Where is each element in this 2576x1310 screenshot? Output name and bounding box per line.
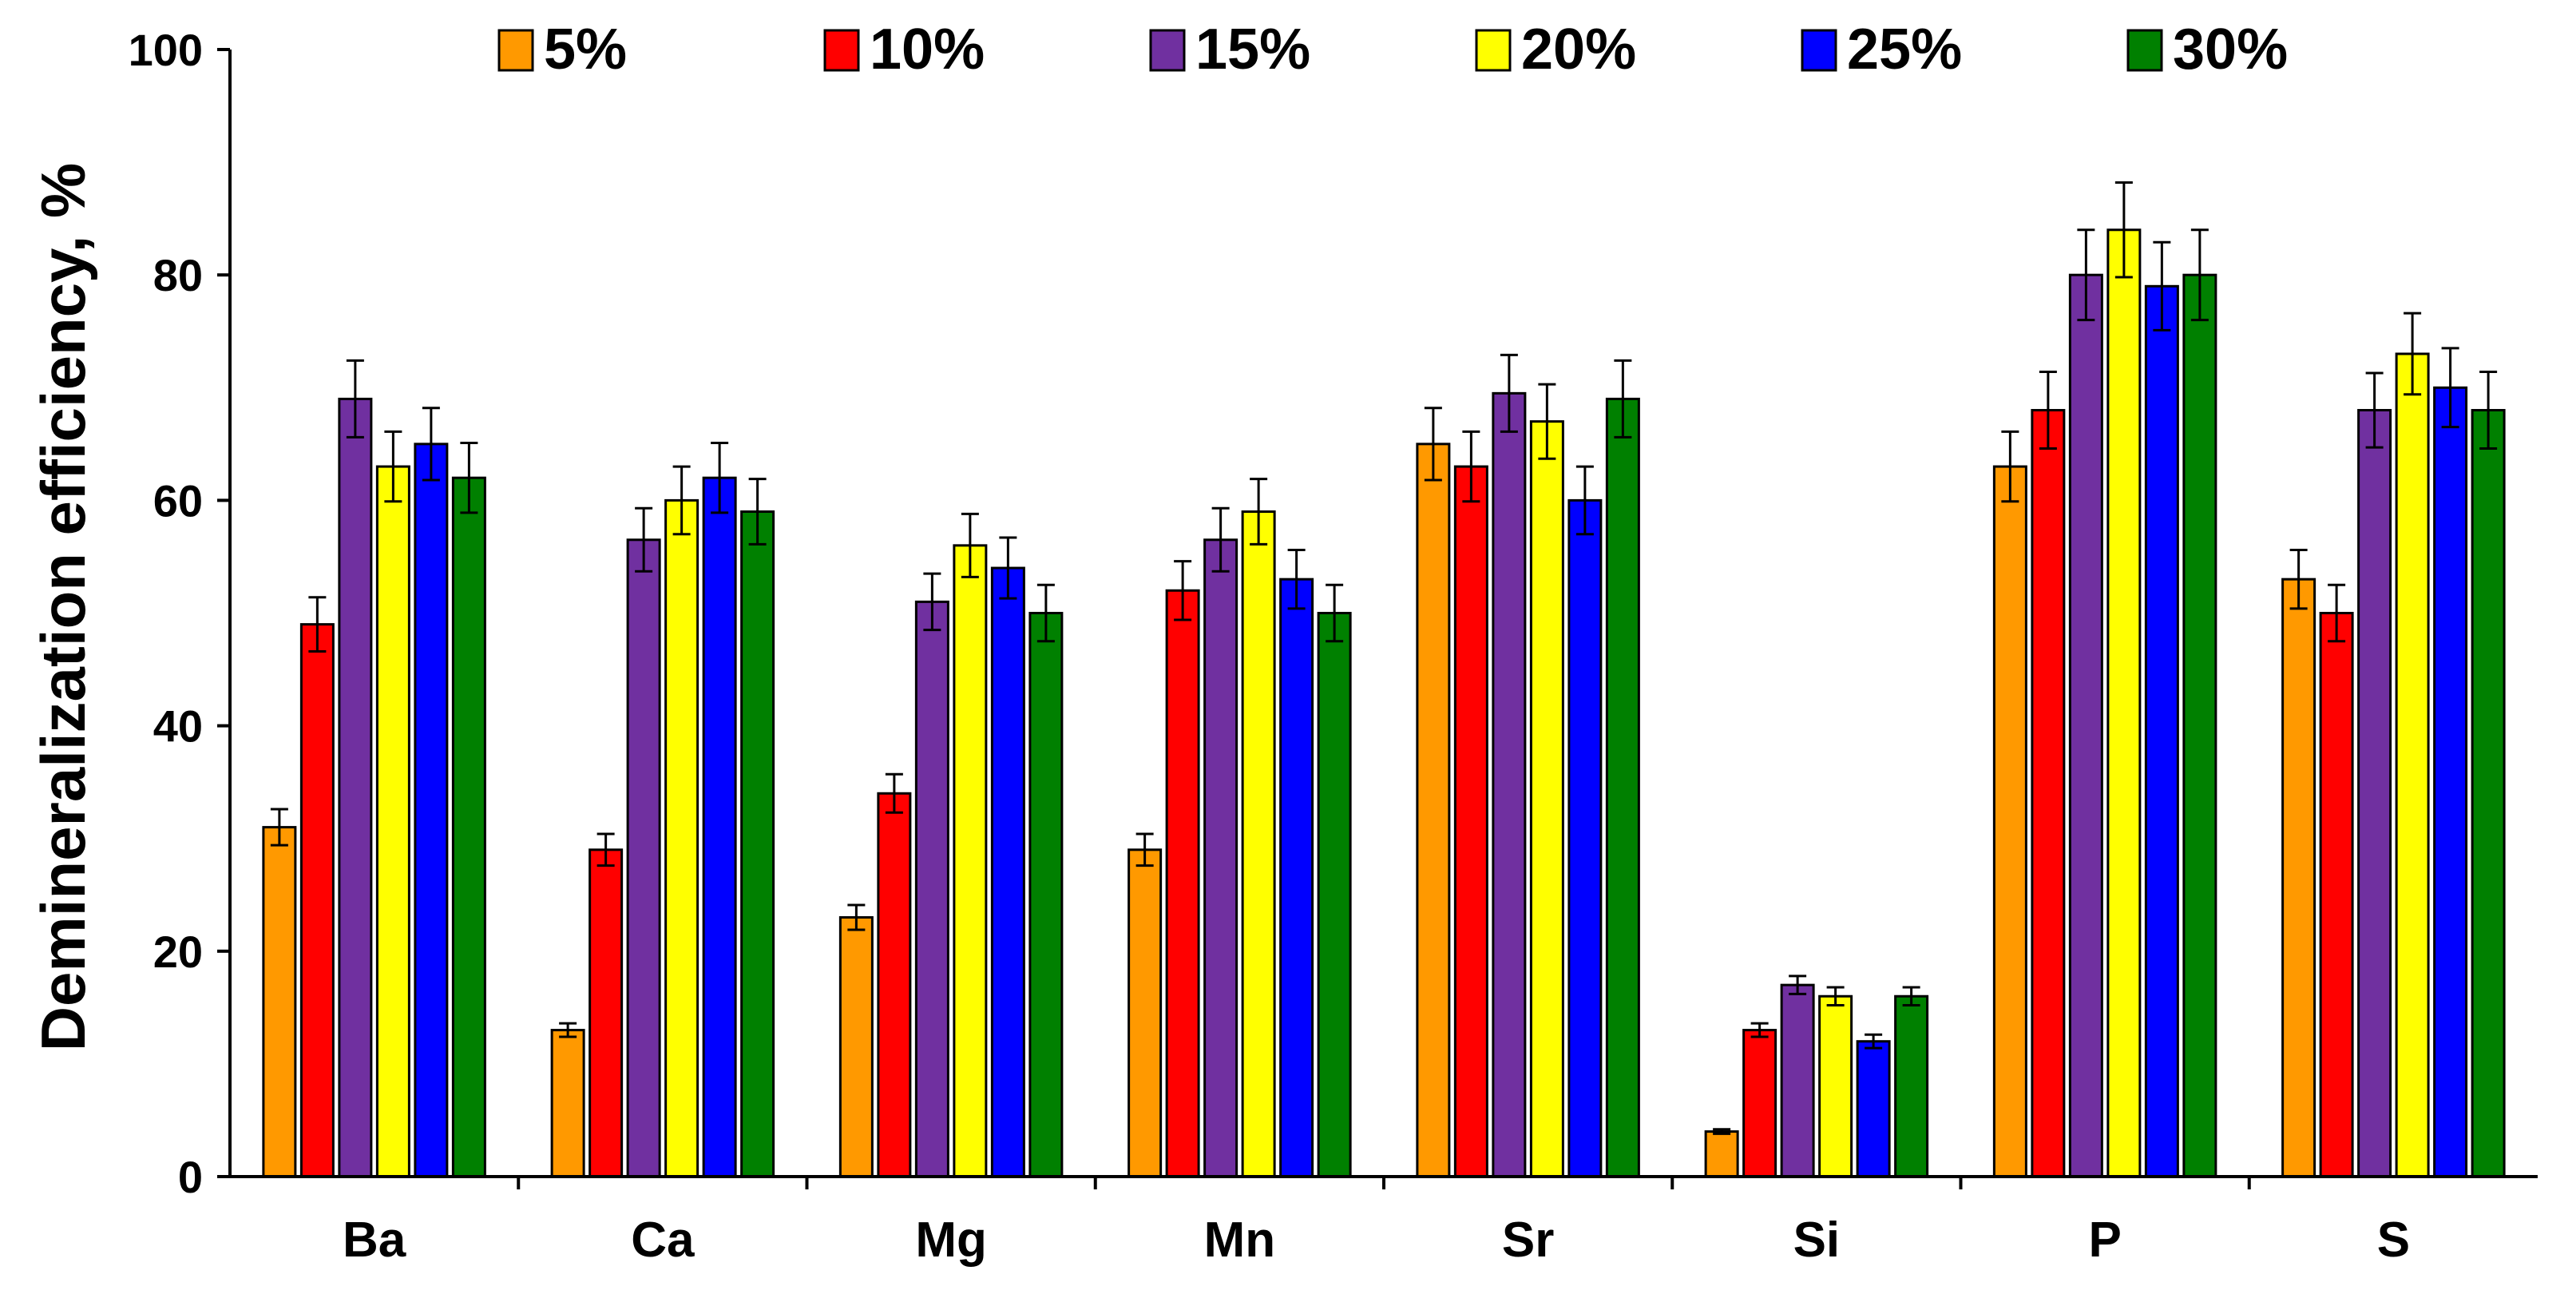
bar [1453, 465, 1488, 1178]
legend-label: 30% [2173, 18, 2288, 81]
bar [1127, 848, 1163, 1178]
bar [914, 600, 949, 1178]
bar [2319, 612, 2354, 1178]
x-tick-label: Ca [631, 1213, 695, 1268]
bar [2281, 578, 2316, 1178]
bar [299, 623, 335, 1178]
bar [1279, 578, 1314, 1178]
legend-swatch [823, 29, 860, 72]
bar [1780, 983, 1815, 1178]
bar [1605, 397, 1640, 1178]
bar [1492, 391, 1527, 1178]
x-tick-label: Ba [343, 1213, 406, 1268]
legend-label: 10% [870, 18, 985, 81]
legend-label: 5% [544, 18, 627, 81]
legend-swatch [1149, 29, 1186, 72]
bar [2068, 273, 2103, 1178]
legend-swatch [1475, 29, 1512, 72]
bar [2395, 352, 2430, 1178]
legend-swatch [1801, 29, 1837, 72]
bar-series [262, 228, 2506, 1178]
legend-swatch [2126, 29, 2163, 72]
x-tick-label: Sr [1502, 1213, 1554, 1268]
bar [1742, 1029, 1777, 1178]
x-tick-label: Si [1793, 1213, 1841, 1268]
bar [2031, 409, 2066, 1178]
error-bars [270, 181, 2498, 1135]
bar [626, 538, 661, 1178]
bar [2182, 273, 2217, 1178]
bar [740, 510, 775, 1178]
bar [1028, 612, 1064, 1178]
x-tick-label: Mn [1204, 1213, 1276, 1268]
bar [550, 1029, 585, 1178]
bar [451, 476, 486, 1178]
y-tick-label: 40 [153, 701, 203, 752]
bar [702, 476, 737, 1178]
bar [1165, 589, 1200, 1178]
bar [1856, 1040, 1891, 1178]
bar [375, 465, 410, 1178]
bar [414, 443, 449, 1178]
axes [228, 50, 2538, 1189]
bar [2471, 409, 2506, 1178]
y-tick-label: 80 [153, 250, 203, 300]
bar [838, 915, 874, 1178]
bar [1992, 465, 2027, 1178]
bar [1416, 443, 1451, 1178]
bar [664, 498, 699, 1178]
bar [953, 544, 988, 1178]
chart-legend: 5% 10% 15% 20% 25% 30% [497, 18, 2288, 81]
bar [990, 566, 1025, 1178]
bar [1241, 510, 1276, 1178]
y-tick-label: 0 [178, 1152, 203, 1202]
x-axis-category-labels: Ba Ca Mg Mn Sr Si P S [343, 1213, 2410, 1268]
legend-label: 20% [1521, 18, 1636, 81]
bar [877, 792, 912, 1178]
bar [2106, 228, 2142, 1178]
bar [1704, 1130, 1739, 1178]
x-tick-label: P [2088, 1213, 2121, 1268]
bar [2144, 284, 2179, 1178]
y-axis-label: Demineralization efficiency, % [28, 163, 98, 1052]
y-tick-label: 100 [129, 25, 203, 75]
y-axis-ticks: 0 20 40 60 80 100 [129, 25, 230, 1202]
y-tick-label: 60 [153, 475, 203, 526]
bar [2433, 386, 2468, 1178]
legend-label: 15% [1195, 18, 1310, 81]
bar [1317, 612, 1352, 1178]
bar [262, 826, 297, 1178]
bar [1818, 994, 1853, 1178]
y-tick-label: 20 [153, 927, 203, 977]
bar [1203, 538, 1238, 1178]
x-tick-label: S [2377, 1213, 2410, 1268]
bar [1894, 994, 1929, 1178]
bar [2357, 409, 2392, 1178]
legend-label: 25% [1847, 18, 1962, 81]
legend-swatch [497, 29, 534, 72]
bar [1567, 498, 1603, 1178]
x-tick-label: Mg [915, 1213, 987, 1268]
bar [589, 848, 624, 1178]
bar [1529, 420, 1564, 1178]
bar [338, 397, 373, 1178]
